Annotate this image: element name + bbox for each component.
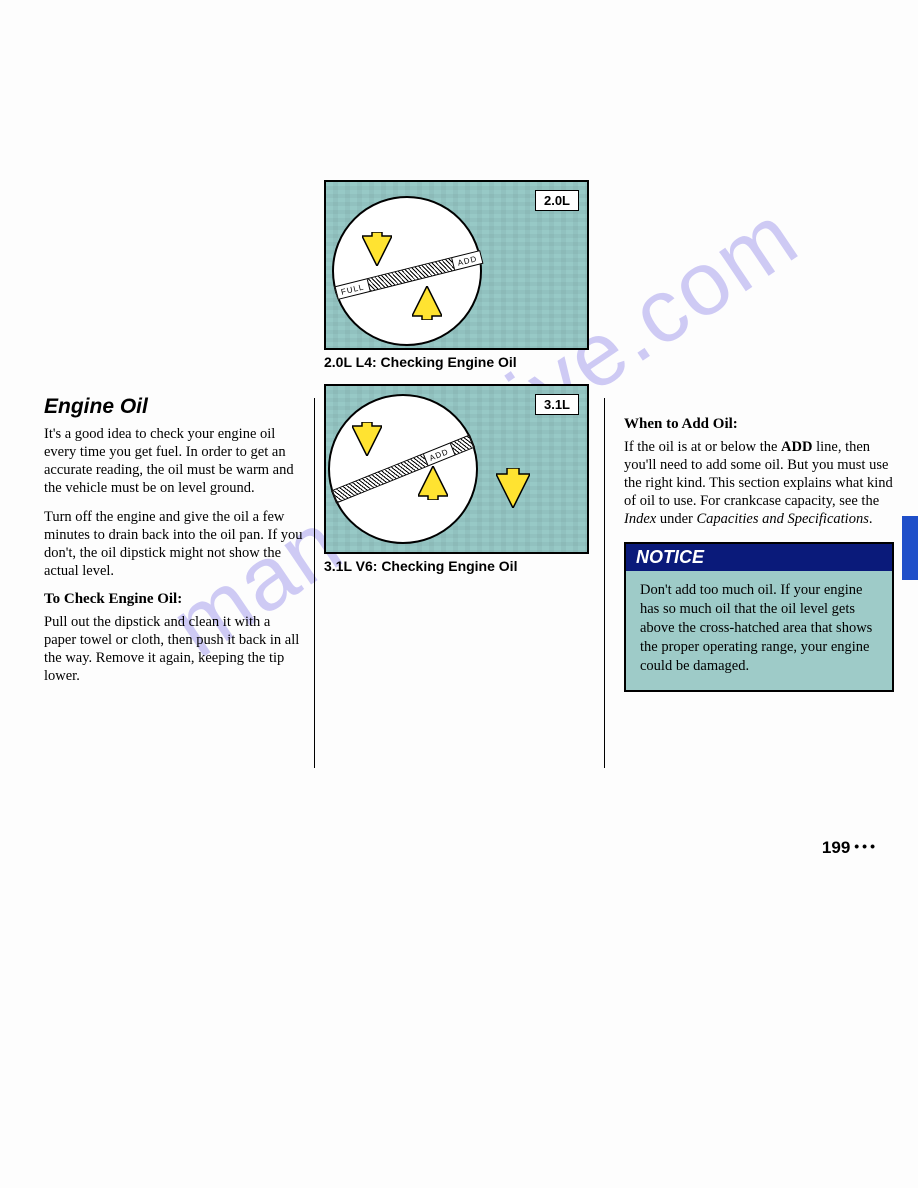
column-right: When to Add Oil: If the oil is at or bel…	[624, 180, 894, 695]
dipstick-magnifier: ADD	[328, 394, 478, 544]
figure-3-1l: 3.1L ADD	[324, 384, 589, 554]
engine-label-3-1l: 3.1L	[535, 394, 579, 415]
figure-caption-3-1l: 3.1L V6: Checking Engine Oil	[324, 558, 604, 574]
arrow-up-icon	[412, 286, 442, 320]
figure-2-0l: 2.0L FULL ADD	[324, 180, 589, 350]
arrow-down-icon	[362, 232, 392, 266]
notice-body: Don't add too much oil. If your engine h…	[626, 571, 892, 689]
text-run: If the oil is at or below the	[624, 439, 781, 455]
dipstick-magnifier: FULL ADD	[332, 196, 482, 346]
dipstick-mark-add: ADD	[424, 445, 453, 464]
dipstick-hatch-icon	[332, 454, 428, 502]
figure-caption-2-0l: 2.0L L4: Checking Engine Oil	[324, 354, 604, 370]
page-number-dots-icon: •••	[854, 838, 878, 854]
dipstick-mark-full: FULL	[336, 281, 369, 297]
arrow-up-icon	[418, 466, 448, 500]
text-run: .	[869, 511, 873, 527]
page-number: 199•••	[822, 838, 878, 858]
notice-title: NOTICE	[626, 544, 892, 571]
italic-capacities: Capacities and Specifications	[696, 511, 868, 527]
arrow-down-icon	[352, 422, 382, 456]
body-paragraph: Turn off the engine and give the oil a f…	[44, 508, 304, 581]
page-content: Engine Oil It's a good idea to check you…	[44, 180, 874, 695]
dipstick-hatch-icon	[450, 436, 474, 455]
body-paragraph: Pull out the dipstick and clean it with …	[44, 613, 304, 686]
text-run: under	[656, 511, 696, 527]
notice-box: NOTICE Don't add too much oil. If your e…	[624, 542, 894, 691]
dipstick-body: FULL ADD	[335, 250, 484, 300]
arrow-down-icon	[496, 468, 530, 508]
column-middle: 2.0L FULL ADD 2.0L L4: Checking Engine O…	[324, 180, 604, 695]
dipstick-mark-add: ADD	[453, 253, 482, 268]
body-paragraph: If the oil is at or below the ADD line, …	[624, 438, 894, 529]
bold-add: ADD	[781, 439, 812, 455]
column-left: Engine Oil It's a good idea to check you…	[44, 180, 304, 695]
body-paragraph: It's a good idea to check your engine oi…	[44, 425, 304, 498]
edge-tab	[902, 516, 918, 580]
subheading-add: When to Add Oil:	[624, 415, 894, 434]
italic-index: Index	[624, 511, 656, 527]
page-number-value: 199	[822, 838, 850, 857]
engine-label-2-0l: 2.0L	[535, 190, 579, 211]
section-title: Engine Oil	[44, 395, 304, 419]
subheading-check: To Check Engine Oil:	[44, 590, 304, 609]
